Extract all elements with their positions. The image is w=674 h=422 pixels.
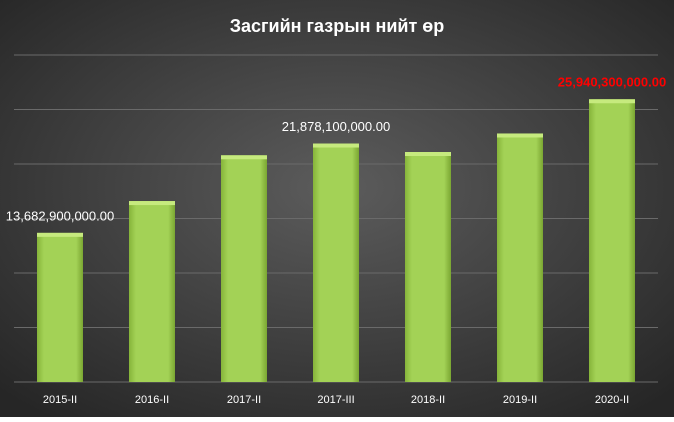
bar — [129, 201, 175, 382]
bar — [497, 133, 543, 382]
bar-bevel — [589, 99, 635, 104]
bar-bevel — [405, 152, 451, 157]
bar-bevel — [129, 201, 175, 206]
x-tick-label: 2017-III — [317, 394, 354, 406]
x-tick-label: 2017-II — [227, 394, 261, 406]
x-tick-label: 2018-II — [411, 394, 445, 406]
x-tick-label: 2015-II — [43, 394, 77, 406]
value-label: 25,940,300,000.00 — [558, 75, 666, 90]
x-tick-label: 2019-II — [503, 394, 537, 406]
bar-bevel — [221, 155, 267, 160]
bar-bevel — [497, 133, 543, 138]
x-tick-label: 2016-II — [135, 394, 169, 406]
bar-bevel — [37, 232, 83, 237]
value-label: 21,878,100,000.00 — [282, 119, 390, 134]
bar — [589, 99, 635, 382]
bar — [221, 155, 267, 382]
bar — [313, 143, 359, 382]
chart-title: Засгийн газрын нийт өр — [230, 16, 445, 36]
bar — [405, 152, 451, 382]
bar-bevel — [313, 143, 359, 148]
value-label: 13,682,900,000.00 — [6, 208, 114, 223]
bar — [37, 232, 83, 382]
x-tick-label: 2020-II — [595, 394, 629, 406]
